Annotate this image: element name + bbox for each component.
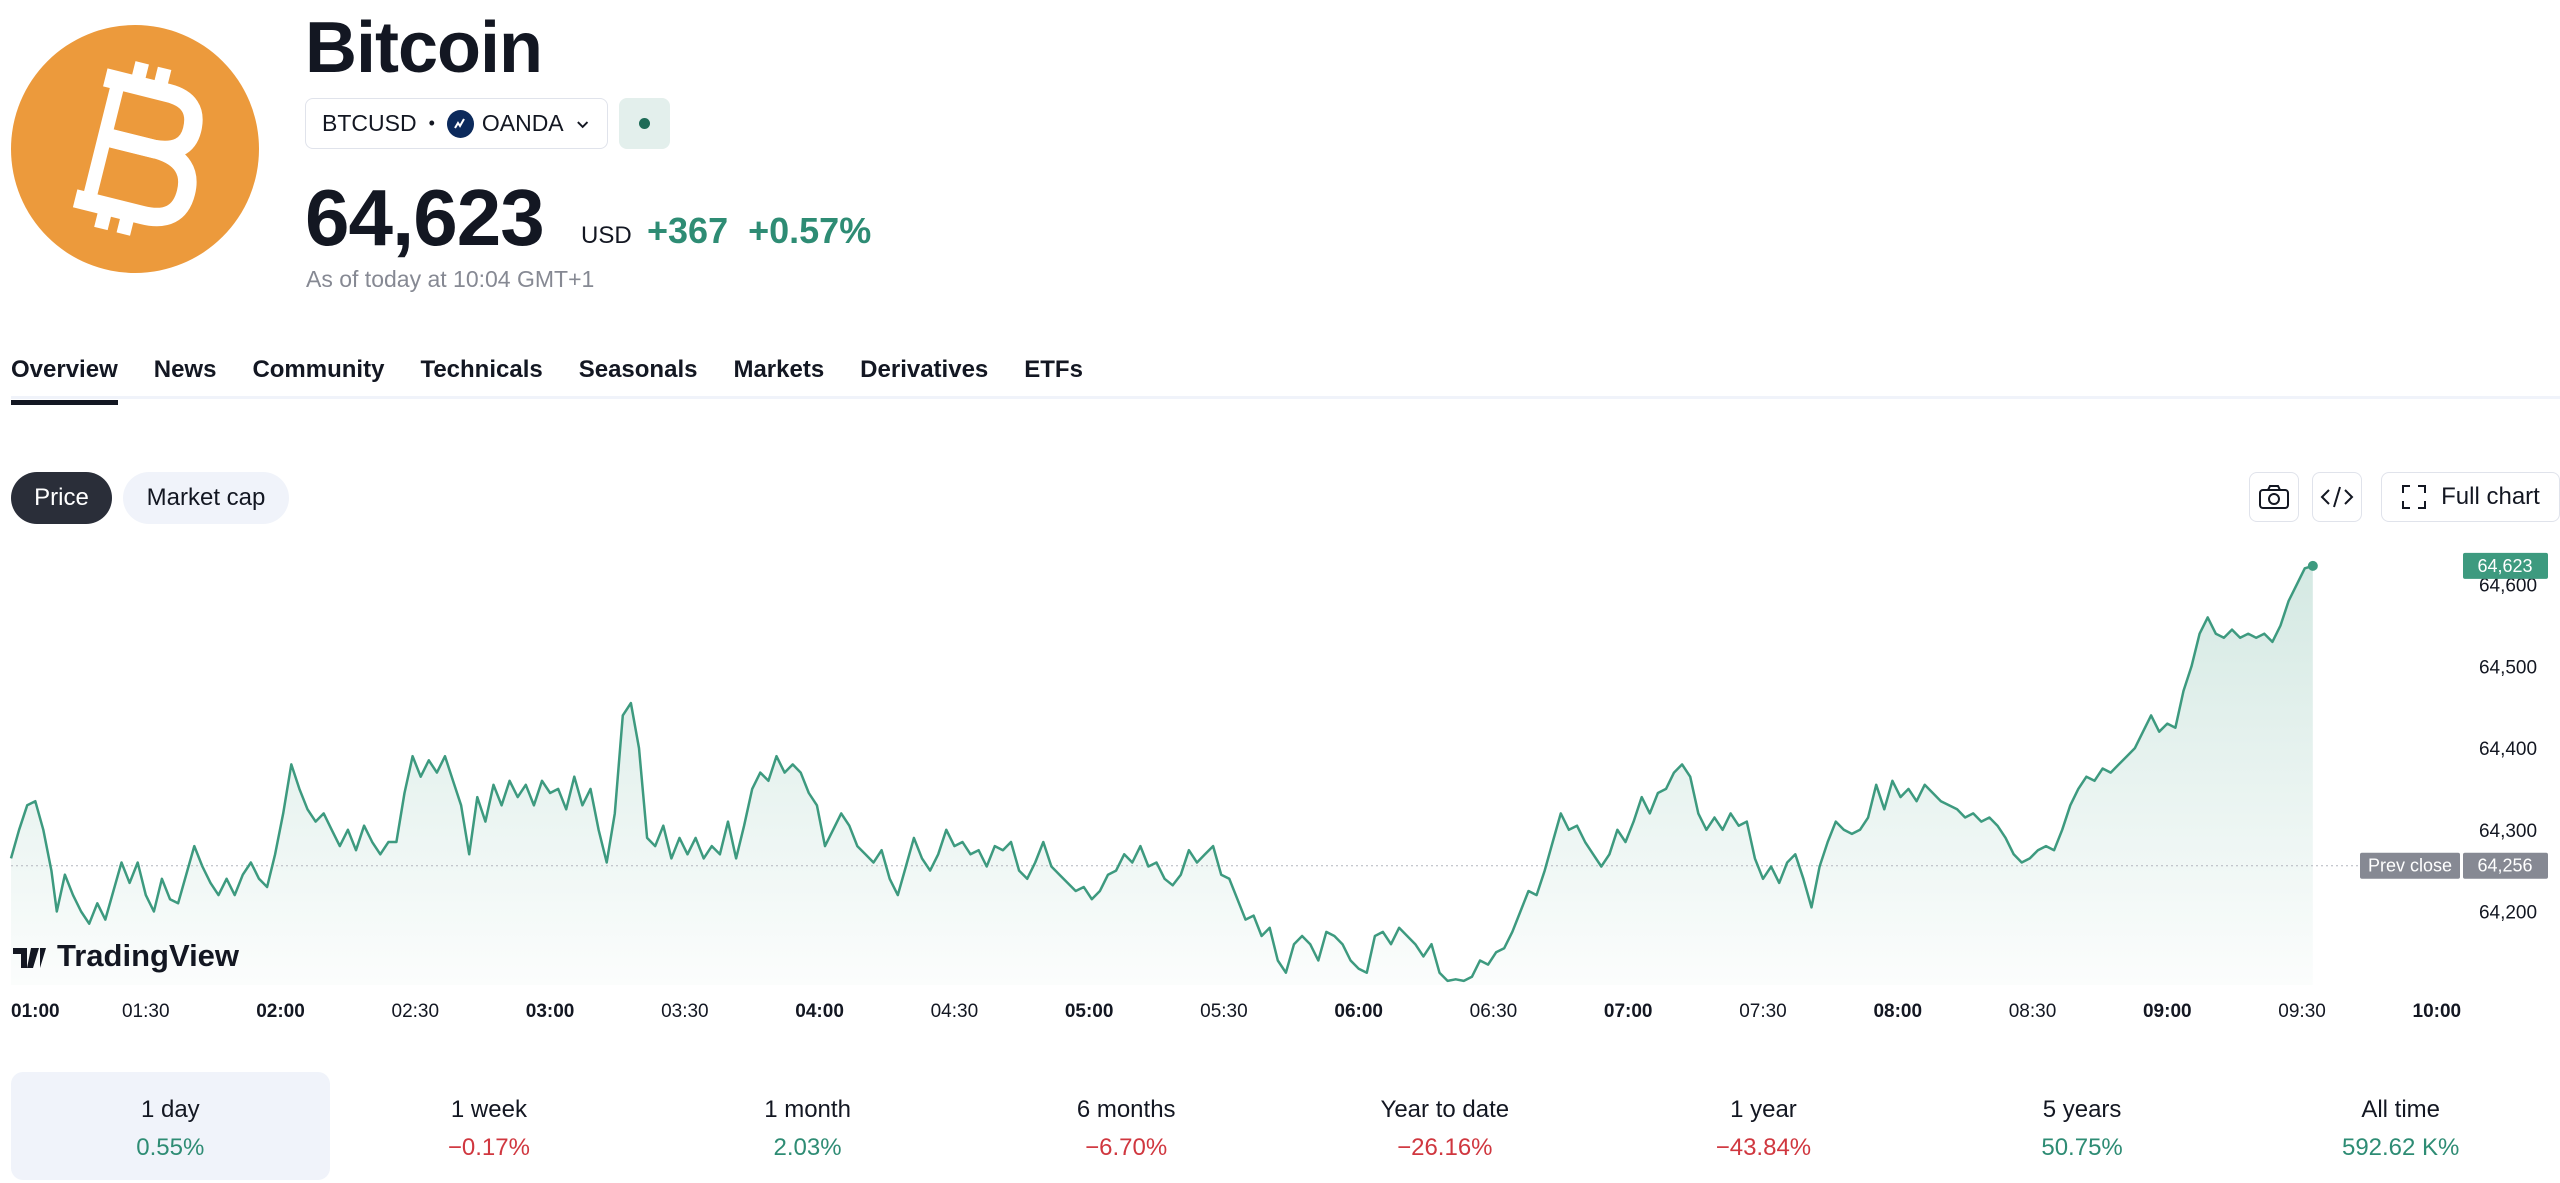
tab-community[interactable]: Community (252, 356, 385, 383)
y-tick-label: 64,300 (2479, 821, 2537, 842)
period-1-month[interactable]: 1 month 2.03% (648, 1072, 967, 1180)
camera-icon (2259, 485, 2289, 509)
tab-etfs[interactable]: ETFs (1024, 356, 1083, 383)
x-tick-label: 08:30 (2009, 1001, 2057, 1022)
price-area-fill (11, 565, 2313, 985)
x-tick-label: 08:00 (1873, 1001, 1922, 1022)
x-tick-label: 10:00 (2413, 1001, 2462, 1022)
x-tick-label: 01:30 (122, 1001, 170, 1022)
x-tick-label: 07:00 (1604, 1001, 1653, 1022)
embed-button[interactable] (2312, 472, 2362, 522)
current-price: 64,623 (305, 173, 545, 262)
tab-derivatives[interactable]: Derivatives (860, 356, 989, 383)
tab-bar: Overview News Community Technicals Seaso… (11, 356, 1119, 405)
symbol-selector[interactable]: BTCUSD • OANDA (305, 98, 608, 149)
y-tick-label: 64,200 (2479, 902, 2537, 923)
period-1-week[interactable]: 1 week −0.17% (330, 1072, 649, 1180)
period-change: −26.16% (1397, 1134, 1493, 1161)
price-line (9, 564, 2314, 983)
price-toggle-button[interactable]: Price (11, 472, 112, 524)
period-label: 1 year (1730, 1096, 1797, 1123)
tabs-divider (11, 396, 2560, 399)
x-tick-label: 05:30 (1200, 1001, 1248, 1022)
period-change: −43.84% (1715, 1134, 1812, 1161)
tradingview-watermark: TradingView (13, 938, 240, 973)
tab-seasonals[interactable]: Seasonals (578, 356, 698, 383)
exchange-name: OANDA (481, 110, 564, 136)
prev-close-value-tag (2463, 852, 2548, 879)
y-tick-label: 64,500 (2479, 657, 2537, 678)
period-change: 2.03% (773, 1134, 842, 1161)
tab-markets[interactable]: Markets (733, 356, 825, 383)
period-label: 5 years (2042, 1096, 2122, 1123)
last-price-value: 64,623 (2477, 556, 2532, 576)
status-dot-icon (639, 118, 650, 129)
oanda-logo-icon (446, 109, 474, 138)
x-tick-label: 04:30 (931, 1001, 979, 1022)
period-label: 1 day (140, 1096, 200, 1123)
change-percent: +0.57% (748, 210, 872, 251)
tab-news[interactable]: News (153, 356, 217, 383)
period-change: −6.70% (1085, 1134, 1168, 1161)
y-tick-label: 64,600 (2479, 576, 2537, 597)
period-label: 1 month (764, 1096, 851, 1123)
page-title: Bitcoin (305, 8, 543, 88)
period-change: −0.17% (447, 1134, 530, 1161)
bitcoin-logo-icon (11, 25, 259, 273)
period-6-months[interactable]: 6 months −6.70% (967, 1072, 1286, 1180)
x-tick-label: 07:30 (1739, 1001, 1787, 1022)
period-1-year[interactable]: 1 year −43.84% (1604, 1072, 1923, 1180)
prev-close-tag (2360, 852, 2460, 879)
change-absolute: +367 (647, 210, 729, 251)
period-change: 592.62 K% (2341, 1134, 2460, 1161)
y-tick-label: 64,400 (2479, 739, 2537, 760)
period-5-years[interactable]: 5 years 50.75% (1923, 1072, 2242, 1180)
price-chart[interactable]: 64,200 64,300 64,400 64,500 64,600 01:00 01:3… (0, 540, 2560, 1040)
performance-periods: 1 day 0.55% 1 week −0.17% 1 month 2.03% 6 mont… (11, 1072, 2560, 1180)
code-icon (2320, 486, 2354, 508)
price-change: +367 +0.57% (647, 210, 871, 252)
prev-close-label: Prev close (2368, 856, 2452, 876)
last-price-tag (2463, 552, 2548, 579)
x-tick-label: 03:00 (526, 1001, 575, 1022)
period-label: All time (2361, 1096, 2441, 1123)
market-status-button[interactable] (619, 98, 670, 149)
x-tick-label: 09:30 (2278, 1001, 2326, 1022)
as-of-timestamp: As of today at 10:04 GMT+1 (306, 266, 595, 292)
period-change: 0.55% (136, 1134, 205, 1161)
market-cap-toggle-button[interactable]: Market cap (123, 472, 289, 524)
period-label: Year to date (1380, 1096, 1510, 1123)
tradingview-logo-icon (13, 948, 46, 968)
chevron-down-icon (576, 120, 588, 128)
x-tick-label: 09:00 (2143, 1001, 2192, 1022)
bitcoin-b-icon (72, 61, 203, 236)
ticker-symbol: BTCUSD (322, 110, 417, 136)
tab-technicals[interactable]: Technicals (420, 356, 543, 383)
x-tick-label: 01:00 (11, 1001, 60, 1022)
x-tick-label: 06:00 (1334, 1001, 1383, 1022)
watermark-text: TradingView (57, 938, 240, 973)
last-price-dot (2307, 560, 2318, 571)
x-tick-label: 02:00 (256, 1001, 305, 1022)
full-chart-label: Full chart (2441, 483, 2540, 510)
period-year-to-date[interactable]: Year to date −26.16% (1286, 1072, 1605, 1180)
x-tick-label: 05:00 (1065, 1001, 1114, 1022)
period-change: 50.75% (2041, 1134, 2123, 1161)
x-tick-label: 04:00 (795, 1001, 844, 1022)
separator: • (428, 113, 435, 133)
screenshot-button[interactable] (2249, 472, 2299, 522)
period-label: 6 months (1076, 1096, 1176, 1123)
full-chart-button[interactable]: Full chart (2381, 472, 2560, 522)
period-1-day[interactable]: 1 day 0.55% (11, 1072, 330, 1180)
period-label: 1 week (450, 1096, 527, 1123)
fullscreen-icon (2402, 485, 2427, 509)
tab-overview[interactable]: Overview (11, 356, 118, 405)
period-all-time[interactable]: All time 592.62 K% (2241, 1072, 2560, 1180)
prev-close-value: 64,256 (2477, 856, 2532, 876)
x-tick-label: 03:30 (661, 1001, 709, 1022)
x-tick-label: 06:30 (1470, 1001, 1518, 1022)
x-tick-label: 02:30 (392, 1001, 440, 1022)
currency-label: USD (581, 222, 632, 249)
